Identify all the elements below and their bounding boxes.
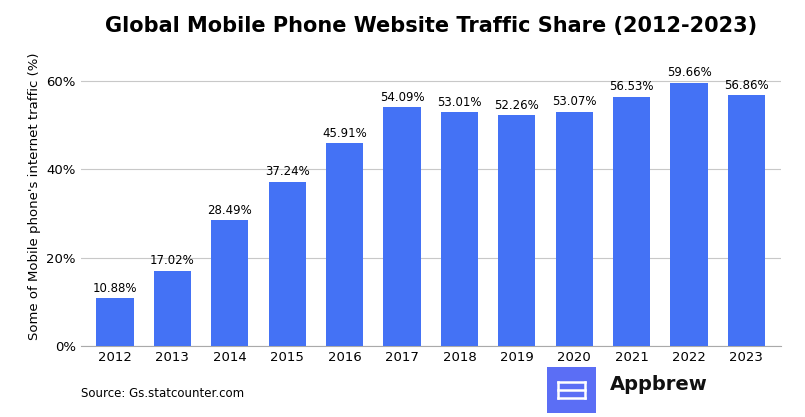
Bar [440,112,478,346]
Bar [671,83,708,346]
Bar [555,112,592,346]
Bar [728,95,765,346]
Text: 56.86%: 56.86% [724,78,769,91]
Text: 53.07%: 53.07% [552,95,597,108]
Bar [211,220,249,346]
Text: 10.88%: 10.88% [93,281,137,294]
Text: 17.02%: 17.02% [150,254,195,267]
Text: 52.26%: 52.26% [494,99,539,112]
Text: 28.49%: 28.49% [208,204,252,217]
Text: 53.01%: 53.01% [437,95,481,108]
Text: 45.91%: 45.91% [322,127,367,140]
Text: 59.66%: 59.66% [667,66,712,79]
Y-axis label: Some of Mobile phone's internet traffic (%): Some of Mobile phone's internet traffic … [27,52,40,340]
Title: Global Mobile Phone Website Traffic Share (2012-2023): Global Mobile Phone Website Traffic Shar… [105,16,757,36]
Bar [97,298,134,346]
Text: 56.53%: 56.53% [609,80,654,93]
Text: Appbrew: Appbrew [610,375,708,394]
Bar [613,96,650,346]
FancyBboxPatch shape [543,362,601,417]
Bar [326,143,363,346]
Bar [154,271,191,346]
Bar [269,182,306,346]
Bar [383,107,421,346]
Bar [498,116,535,346]
Text: 37.24%: 37.24% [265,165,310,178]
Text: Source: Gs.statcounter.com: Source: Gs.statcounter.com [80,387,244,400]
Text: 54.09%: 54.09% [380,91,424,104]
